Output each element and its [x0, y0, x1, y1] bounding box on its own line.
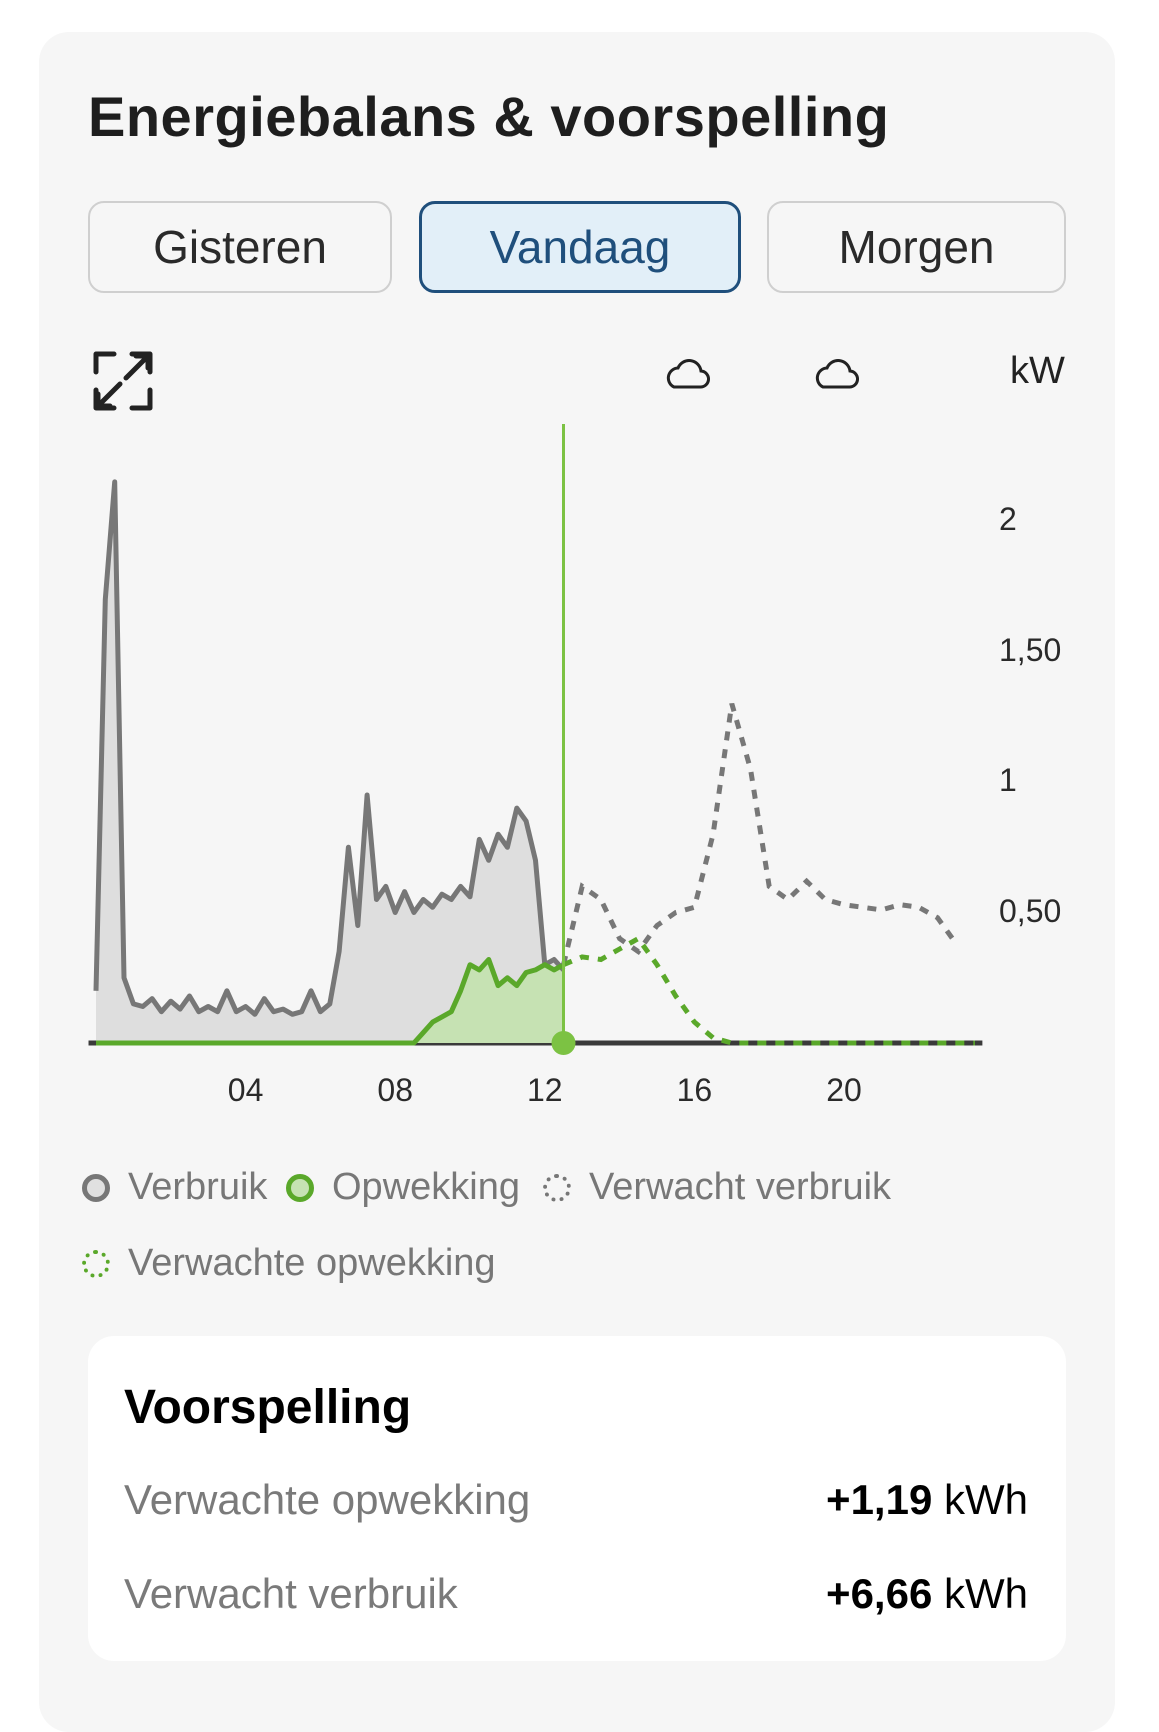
- expand-icon[interactable]: [92, 350, 154, 412]
- tab-vandaag[interactable]: Vandaag: [419, 201, 741, 293]
- forecast-title: Voorspelling: [124, 1381, 412, 1434]
- legend-marker-icon: [82, 1249, 110, 1278]
- forecast-value: +1,19: [826, 1476, 933, 1523]
- verbruik-area: [96, 481, 564, 1043]
- tab-gisteren[interactable]: Gisteren: [88, 201, 392, 293]
- x-tick-label: 12: [527, 1072, 563, 1108]
- x-tick-label: 08: [377, 1072, 413, 1108]
- forecast-row-verbruik: Verwacht verbruik +6,66 kWh: [124, 1570, 1028, 1618]
- legend-marker-icon: [286, 1173, 314, 1202]
- forecast-label: Verwacht verbruik: [124, 1570, 458, 1617]
- forecast-unit: kWh: [944, 1476, 1028, 1523]
- legend-verwachte-opwekking[interactable]: Verwachte opwekking: [82, 1242, 496, 1285]
- verwachte-opwekking-line: [562, 935, 975, 1046]
- forecast-label: Verwachte opwekking: [124, 1476, 531, 1523]
- legend-opwekking[interactable]: Opwekking: [286, 1166, 520, 1209]
- energy-chart[interactable]: [0, 0, 1159, 1120]
- legend-label: Opwekking: [332, 1166, 520, 1208]
- now-marker: [551, 1031, 576, 1055]
- y-tick-label: 1: [999, 762, 1017, 798]
- x-tick-label: 16: [676, 1072, 713, 1108]
- y-tick-label: 1,50: [999, 631, 1062, 668]
- legend-verbruik[interactable]: Verbruik: [82, 1166, 267, 1209]
- y-tick-label: 0,50: [999, 892, 1062, 929]
- forecast-row-opwekking: Verwachte opwekking +1,19 kWh: [124, 1476, 1028, 1524]
- x-tick-label: 04: [227, 1072, 264, 1108]
- verwacht-verbruik-line: [561, 703, 959, 966]
- tab-morgen[interactable]: Morgen: [767, 201, 1066, 293]
- legend-verwacht-verbruik[interactable]: Verwacht verbruik: [543, 1166, 891, 1209]
- opwekking-area: [96, 959, 564, 1043]
- legend-marker-icon: [82, 1173, 110, 1202]
- opwekking-line: [96, 957, 565, 1046]
- legend-label: Verbruik: [128, 1166, 268, 1208]
- forecast-unit: kWh: [944, 1570, 1028, 1617]
- legend-marker-icon: [543, 1173, 571, 1202]
- unit-label: kW: [1010, 350, 1065, 392]
- verbruik-line: [93, 479, 566, 1017]
- forecast-card: Voorspelling Verwachte opwekking +1,19 k…: [88, 1336, 1066, 1661]
- cloud-icon: [664, 356, 710, 395]
- legend-label: Verwachte opwekking: [128, 1242, 496, 1284]
- forecast-value: +6,66: [826, 1570, 933, 1617]
- y-tick-label: 2: [999, 501, 1017, 537]
- legend-label: Verwacht verbruik: [589, 1166, 892, 1208]
- cloud-icon: [813, 356, 859, 395]
- page-title: Energiebalans & voorspelling: [88, 85, 890, 148]
- x-tick-label: 20: [826, 1072, 862, 1108]
